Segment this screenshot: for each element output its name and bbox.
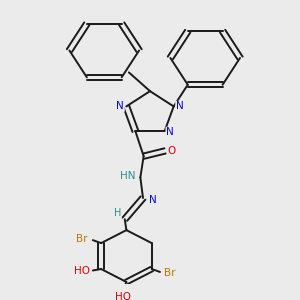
Text: N: N — [149, 195, 157, 205]
Text: Br: Br — [164, 268, 176, 278]
Text: N: N — [176, 101, 184, 111]
Text: N: N — [166, 127, 174, 137]
Text: N: N — [116, 101, 124, 111]
Text: HO: HO — [74, 266, 90, 276]
Text: HO: HO — [115, 292, 131, 300]
Text: Br: Br — [76, 234, 88, 244]
Text: HN: HN — [120, 171, 136, 181]
Text: H: H — [114, 208, 121, 218]
Text: O: O — [167, 146, 175, 156]
